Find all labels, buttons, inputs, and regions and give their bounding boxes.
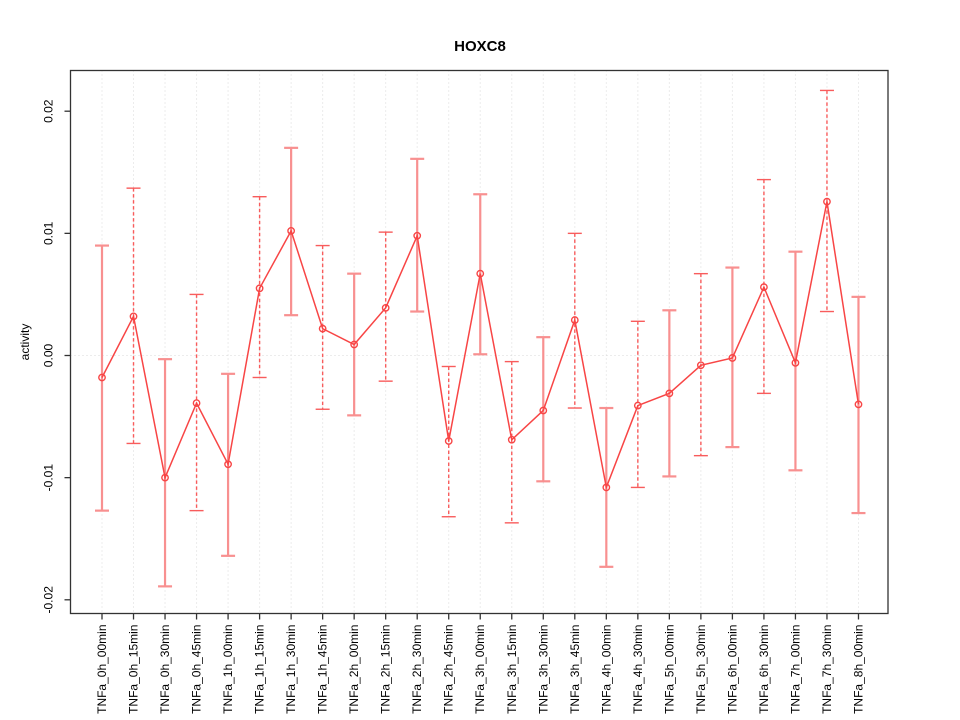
x-tick-label: TNFa_3h_30min [536,625,550,714]
y-axis: -0.02 -0.01 0.00 0.01 0.02 [42,99,71,613]
x-tick-label: TNFa_2h_00min [347,625,361,714]
x-tick-label: TNFa_5h_00min [662,625,676,714]
data-point [161,473,169,482]
data-point [665,389,674,398]
data-point [760,283,768,291]
data-points [98,197,863,492]
chart-title: HOXC8 [454,38,506,55]
x-tick-label: TNFa_2h_45min [442,625,456,714]
x-tick-label: TNFa_3h_00min [473,625,487,714]
x-tick-label: TNFa_4h_00min [599,625,613,714]
data-point [728,354,737,362]
x-tick-label: TNFa_0h_15min [127,625,141,714]
error-bar [95,244,109,512]
x-tick-label: TNFa_4h_30min [631,625,645,714]
x-tick-label: TNFa_1h_00min [221,625,235,714]
x-axis: TNFa_0h_00min TNFa_0h_15min TNFa_0h_30min T… [95,613,865,714]
error-bar [504,360,519,524]
y-tick-label: 0.00 [42,343,56,367]
x-tick-label: TNFa_7h_30min [820,625,834,714]
error-bar [756,178,771,395]
data-point [791,358,800,367]
series-line [101,201,860,491]
x-tick-label: TNFa_6h_00min [725,625,739,714]
y-tick-label: -0.02 [42,586,56,614]
x-tick-label: TNFa_1h_15min [253,625,267,714]
data-point [413,231,422,240]
x-tick-label: TNFa_2h_15min [379,625,393,714]
data-point [98,373,106,382]
data-point [823,197,831,206]
data-point [129,312,138,321]
data-point [602,483,611,492]
data-point [192,399,201,408]
error-bar [851,295,866,515]
x-tick-label: TNFa_2h_30min [410,625,424,714]
error-bar [158,358,173,588]
y-tick-label: 0.02 [42,99,56,123]
data-point [444,437,453,445]
x-tick-label: TNFa_7h_00min [788,625,802,714]
x-tick-label: TNFa_0h_45min [190,625,204,714]
plot-box [69,69,889,615]
error-bar [819,89,834,313]
x-tick-label: TNFa_6h_30min [757,625,771,714]
data-point [350,340,359,349]
x-tick-label: TNFa_3h_45min [568,625,582,714]
y-axis-title: activity [18,323,32,361]
x-tick-label: TNFa_1h_30min [284,625,298,714]
x-tick-label: TNFa_8h_00min [851,625,865,714]
data-point [318,324,327,333]
data-point [507,435,516,444]
data-point [381,303,390,312]
error-bar [315,244,330,410]
error-bar [630,320,645,489]
data-point [854,400,863,409]
y-tick-label: 0.01 [42,221,56,245]
error-bar [441,365,456,518]
data-point [255,284,264,293]
x-tick-label: TNFa_0h_30min [158,625,172,714]
data-point [224,460,232,469]
data-point [570,316,579,324]
y-tick-label: -0.01 [42,464,56,492]
x-tick-label: TNFa_3h_15min [505,625,519,714]
data-point [696,361,705,370]
data-point [633,401,642,410]
x-tick-label: TNFa_1h_45min [316,625,330,714]
error-bars [95,89,866,588]
x-tick-label: TNFa_5h_30min [694,625,708,714]
x-tick-label: TNFa_0h_00min [95,625,109,714]
data-point [476,269,485,278]
data-point [287,227,296,235]
data-point [539,406,548,415]
